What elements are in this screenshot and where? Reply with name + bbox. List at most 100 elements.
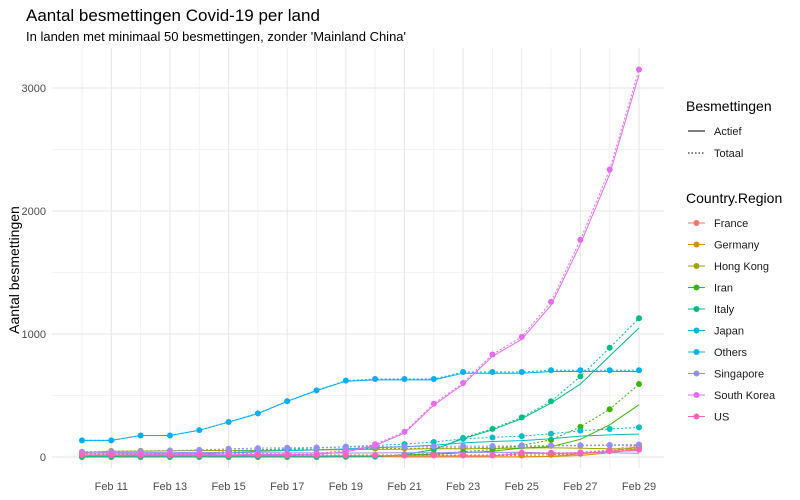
data-point [577,373,584,380]
data-point [636,367,642,374]
data-point [460,369,467,376]
series-south-korea [79,66,642,457]
data-point [430,452,437,459]
data-point [577,367,584,374]
legend-label-japan: Japan [714,326,744,338]
data-point [254,410,261,417]
data-point [548,298,555,305]
data-point [606,367,613,374]
data-point [225,445,232,452]
legend-label-hong-kong: Hong Kong [714,261,769,273]
data-point [577,442,584,449]
data-point [518,369,525,376]
data-point [372,376,379,383]
data-point [254,452,261,459]
data-point [489,351,496,358]
data-point [577,236,584,243]
legend-label-italy: Italy [714,304,735,316]
data-point [518,442,525,449]
series-line-totaal [81,444,640,453]
y-tick-label: 3000 [22,83,46,95]
data-point [225,418,232,425]
data-point [372,452,379,459]
data-point [548,430,555,437]
data-point [577,427,584,434]
series-others [79,367,642,444]
data-point [460,443,467,450]
x-tick-label: Feb 13 [153,481,187,493]
series-line-totaal [81,69,640,455]
data-point [137,432,144,439]
x-tick-label: Feb 27 [563,481,597,493]
data-point [313,452,320,459]
data-point [636,424,642,431]
legend-key-dot-hong-kong [693,263,700,269]
data-point [606,447,613,454]
data-point [166,452,173,459]
series-singapore [79,441,642,455]
x-tick-label: Feb 15 [211,481,245,493]
data-point [489,443,496,450]
data-point [166,432,173,439]
data-point [284,444,291,451]
x-tick-label: Feb 17 [270,481,304,493]
data-point [636,446,642,453]
data-point [225,452,232,459]
legend-label-actief: Actief [714,126,742,138]
data-point [313,444,320,451]
data-point [401,452,408,459]
series-us [79,446,642,459]
legend-label-iran: Iran [714,283,733,295]
data-point [401,376,408,383]
data-point [430,443,437,450]
data-point [489,425,496,432]
y-tick-label: 1000 [22,329,46,341]
data-point [108,437,115,444]
data-point [313,387,320,394]
x-tick-label: Feb 23 [446,481,480,493]
data-point [79,452,85,459]
data-point [548,449,555,456]
x-axis-ticks: Feb 11 Feb 13 Feb 15 Feb 17 Feb 19 Feb 21 Feb … [95,481,657,493]
data-point [196,452,203,459]
legend-label-germany: Germany [714,240,760,252]
x-tick-label: Feb 19 [329,481,363,493]
data-point [548,367,555,374]
y-axis-title: Aantal besmettingen [6,206,22,334]
legend-key-dot-japan [693,327,700,334]
legend-color-title: Country.Region [686,190,782,206]
data-point [342,452,349,459]
x-tick-label: Feb 25 [505,481,539,493]
data-point [606,441,613,448]
legend-label-south-korea: South Korea [714,390,776,402]
data-point [79,437,85,444]
data-point [460,452,467,459]
data-point [254,445,261,452]
legend-key-dot-us [693,413,700,420]
data-point [518,433,525,440]
data-point [489,369,496,376]
data-point [577,449,584,456]
legend-key-dot-south-korea [693,392,700,398]
y-tick-label: 0 [40,452,46,464]
legend-key-dot-others [693,349,700,355]
data-point [518,333,525,340]
series-line-actief [82,74,640,456]
legend-label-singapore: Singapore [714,369,764,381]
data-point [137,452,144,459]
data-point [518,449,525,456]
chart-subtitle: In landen met minimaal 50 besmettingen, … [26,29,406,44]
series-line-actief [82,327,640,458]
legend-key-dot-singapore [693,370,700,377]
data-point [636,381,642,388]
data-point [636,315,642,322]
data-point [606,166,613,173]
series-line-actief [82,371,639,441]
data-point [606,425,613,432]
legend-key-dot-italy [693,306,700,312]
data-point [342,447,349,454]
data-point [606,406,613,413]
data-point [284,398,291,405]
